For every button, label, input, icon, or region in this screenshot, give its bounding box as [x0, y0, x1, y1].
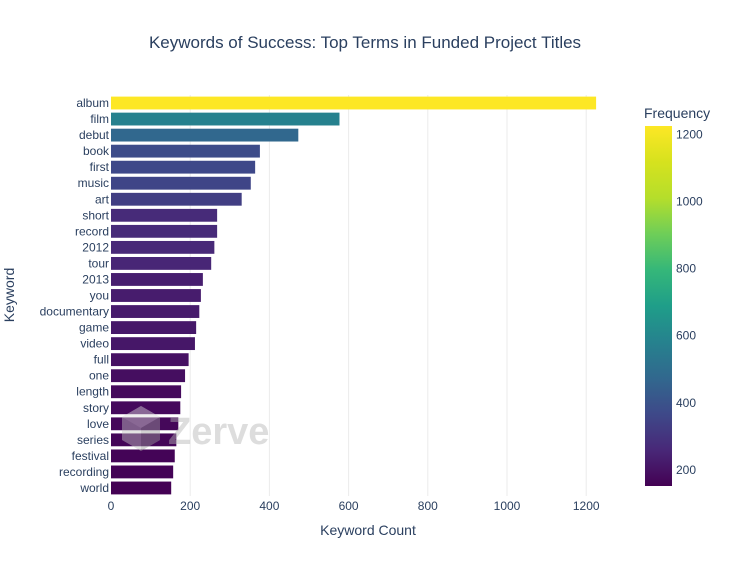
bar-tour [111, 257, 212, 270]
y-tick-label: length [76, 385, 109, 399]
bar-documentary [111, 305, 200, 318]
y-tick-label: documentary [40, 305, 109, 319]
x-axis-title: Keyword Count [320, 522, 416, 538]
y-tick-label: series [77, 433, 109, 447]
colorbar-tick-label: 800 [676, 262, 696, 276]
y-tick-label: record [75, 224, 109, 238]
bar-album [111, 96, 597, 110]
gridlines [189, 95, 587, 496]
y-tick-labels: album film debut book first music art short reco… [40, 96, 110, 495]
y-tick-label: art [95, 192, 110, 206]
y-tick-label: festival [72, 449, 109, 463]
y-tick-label: recording [59, 465, 109, 479]
y-tick-label: one [89, 369, 109, 383]
x-tick-label: 400 [259, 499, 279, 513]
x-tick-label: 1000 [494, 499, 521, 513]
zerve-logo-icon [122, 406, 160, 451]
x-tick-label: 600 [339, 499, 359, 513]
y-tick-label: full [94, 353, 109, 367]
y-tick-label: you [90, 289, 109, 303]
colorbar-tick-label: 1200 [676, 127, 703, 141]
colorbar-tick-label: 600 [676, 329, 696, 343]
colorbar-tick-label: 1000 [676, 194, 703, 208]
x-tick-labels: 0 200 400 600 800 1000 1200 [108, 499, 600, 513]
bar-2013 [111, 273, 203, 286]
y-tick-label: 2012 [82, 240, 109, 254]
colorbar-title: Frequency [644, 105, 710, 121]
y-tick-label: love [87, 417, 109, 431]
bar-book [111, 144, 260, 158]
bar-length [111, 385, 182, 399]
y-tick-label: story [83, 401, 109, 415]
bar-art [111, 192, 242, 206]
colorbar-tick-labels: 200 400 600 800 1000 1200 [676, 127, 703, 477]
x-tick-label: 1200 [573, 499, 600, 513]
y-tick-label: debut [79, 128, 110, 142]
bar-one [111, 369, 186, 383]
y-tick-label: game [79, 321, 109, 335]
bar-you [111, 289, 201, 302]
y-tick-label: first [90, 160, 110, 174]
y-tick-label: book [83, 144, 110, 158]
bar-music [111, 176, 251, 190]
y-tick-label: 2013 [82, 272, 109, 286]
zerve-watermark: Zerve [122, 406, 269, 453]
bar-short [111, 208, 218, 222]
bar-film [111, 112, 340, 126]
bar-video [111, 337, 195, 351]
y-tick-label: tour [88, 256, 109, 270]
y-tick-label: short [82, 208, 109, 222]
y-axis-title: Keyword [1, 268, 17, 322]
bar-series [111, 433, 177, 447]
bars [111, 96, 597, 495]
bar-first [111, 160, 256, 174]
watermark-text: Zerve [168, 411, 269, 453]
bar-debut [111, 128, 299, 142]
bar-record [111, 224, 218, 238]
colorbar-tick-label: 400 [676, 396, 696, 410]
bar-story [111, 401, 181, 415]
chart-title: Keywords of Success: Top Terms in Funded… [149, 33, 581, 52]
y-tick-label: music [78, 176, 109, 190]
colorbar-gradient [645, 126, 672, 486]
bar-2012 [111, 240, 215, 254]
colorbar: Frequency 200 400 600 800 1000 1200 [644, 105, 710, 486]
y-tick-label: film [90, 112, 109, 126]
x-tick-label: 200 [180, 499, 200, 513]
bar-love [111, 417, 179, 431]
y-tick-label: album [76, 96, 109, 110]
bar-game [111, 321, 197, 334]
bar-festival [111, 449, 175, 463]
y-tick-label: world [79, 481, 109, 495]
bar-world [111, 481, 172, 495]
x-tick-label: 800 [418, 499, 438, 513]
bar-full [111, 353, 189, 367]
x-tick-label: 0 [108, 499, 115, 513]
colorbar-tick-label: 200 [676, 463, 696, 477]
bar-recording [111, 465, 174, 479]
y-tick-label: video [80, 337, 109, 351]
